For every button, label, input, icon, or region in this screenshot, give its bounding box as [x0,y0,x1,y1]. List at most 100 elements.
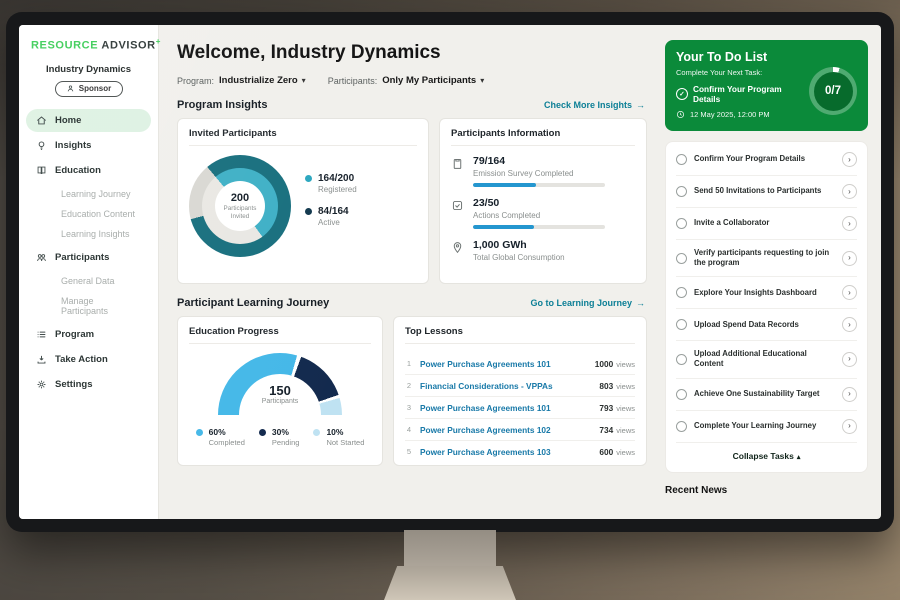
recent-news-heading: Recent News [665,484,728,496]
task-label: Achieve One Sustainability Target [694,388,820,398]
participants-filter[interactable]: Participants: Only My Participants ▾ [328,75,485,86]
info-label: Actions Completed [473,211,541,220]
sidebar-item-program[interactable]: Program [26,323,151,346]
chevron-right-icon[interactable]: › [842,317,857,333]
sidebar-item-label: Home [55,114,82,126]
learning-journey-header: Participant Learning Journey Go to Learn… [177,297,645,309]
brand-secondary: ADVISOR [101,39,156,52]
sidebar-item-home[interactable]: Home [26,108,151,132]
sidebar-item-general-data[interactable]: General Data [26,271,151,291]
sidebar-item-take-action[interactable]: Take Action [26,348,151,371]
program-filter[interactable]: Program: Industrialize Zero ▾ [177,75,306,86]
sidebar-item-label: Participants [55,251,110,263]
sidebar-item-settings[interactable]: Settings [26,373,151,396]
task-label: Invite a Collaborator [694,218,770,228]
task-checkbox[interactable] [676,186,687,197]
chevron-right-icon[interactable]: › [842,184,857,199]
go-to-learning-journey-link[interactable]: Go to Learning Journey → [530,298,645,308]
chevron-right-icon[interactable]: › [842,250,857,266]
todo-next-task[interactable]: ✓ Confirm Your Program Details [676,84,857,104]
sidebar-item-label: Learning Journey [61,188,131,199]
sidebar-item-education-content[interactable]: Education Content [26,204,151,224]
info-value: 1,000 GWh [473,239,527,251]
todo-tasks-card: Confirm Your Program Details › Send 50 I… [665,141,868,473]
task-checkbox[interactable] [676,319,687,331]
chevron-right-icon[interactable]: › [842,285,857,301]
collapse-tasks-button[interactable]: Collapse Tasks ▴ [676,443,857,470]
arrow-right-icon: → [636,298,645,308]
legend-value: 10% [326,427,344,437]
todo-next-time: 12 May 2025, 12:00 PM [676,110,857,119]
sidebar-item-insights[interactable]: Insights [26,134,151,157]
org-name: Industry Dynamics [46,63,131,75]
sidebar-item-label: Insights [55,139,92,151]
task-row-verify-participants[interactable]: Verify participants requesting to join t… [676,240,857,278]
task-checkbox[interactable] [676,388,687,400]
task-checkbox[interactable] [676,287,687,299]
lesson-link[interactable]: Power Purchase Agreements 101 [420,402,551,413]
task-label: Send 50 Invitations to Participants [694,186,822,196]
gauge-center-label: Participants [261,398,299,405]
location-pin-icon [451,241,464,254]
arrow-right-icon: → [636,100,645,110]
lesson-row: 2 Financial Considerations - VPPAs 803 vi… [405,375,635,397]
participants-filter-label: Participants: [327,75,378,86]
participants-filter-value: Only My Participants [382,75,477,86]
task-row-achieve-target[interactable]: Achieve One Sustainability Target › [676,379,857,411]
task-checkbox[interactable] [676,154,687,165]
task-row-upload-educational-content[interactable]: Upload Additional Educational Content › [676,341,857,379]
card-title: Top Lessons [405,326,635,344]
gear-icon [36,379,47,390]
task-row-send-invitations[interactable]: Send 50 Invitations to Participants › [676,176,857,208]
brand-primary: RESOURCE [31,39,99,52]
chevron-right-icon[interactable]: › [842,418,857,434]
lesson-link[interactable]: Power Purchase Agreements 103 [420,446,551,457]
info-value: 23/50 [473,197,500,209]
legend-label: Pending [271,438,300,447]
card-title: Participants Information [451,128,635,146]
task-checkbox[interactable] [676,420,687,432]
lesson-link[interactable]: Power Purchase Agreements 101 [420,358,551,369]
task-row-confirm-program[interactable]: Confirm Your Program Details › [676,144,857,176]
learning-cards-row: Education Progress 150 Participants [177,316,647,466]
sidebar-item-participants[interactable]: Participants [26,246,151,269]
chevron-right-icon[interactable]: › [842,152,857,167]
actions-completed-row: 23/50 Actions Completed [451,197,635,229]
lesson-link[interactable]: Power Purchase Agreements 102 [420,424,551,435]
task-checkbox[interactable] [676,252,687,264]
legend-label: Active [318,218,340,227]
sidebar-item-learning-journey[interactable]: Learning Journey [26,184,151,204]
task-label: Confirm Your Program Details [694,154,806,164]
check-more-insights-link[interactable]: Check More Insights → [544,100,645,110]
chevron-right-icon[interactable]: › [842,216,857,231]
todo-progress-value: 0/7 [825,85,841,97]
page-title: Welcome, Industry Dynamics [177,42,441,63]
lesson-rank: 5 [406,447,412,456]
task-row-complete-learning-journey[interactable]: Complete Your Learning Journey › [676,411,857,443]
check-circle-icon: ✓ [676,88,688,100]
lesson-link[interactable]: Financial Considerations - VPPAs [420,380,553,391]
donut-center-label: Participants Invited [223,204,257,220]
education-legend: 60% Completed 30% Pending [189,427,371,447]
emission-progress-bar [473,183,605,187]
task-row-invite-collaborator[interactable]: Invite a Collaborator › [676,208,857,240]
task-checkbox[interactable] [676,353,687,365]
top-lessons-card: Top Lessons 1 Power Purchase Agreements … [393,316,647,466]
invited-participants-card: Invited Participants 200 Participants In… [177,118,429,284]
task-checkbox[interactable] [676,218,687,229]
pending-dot-icon [258,429,266,436]
info-label: Emission Survey Completed [473,169,574,178]
sidebar-item-learning-insights[interactable]: Learning Insights [26,224,151,244]
todo-next-time-label: 12 May 2025, 12:00 PM [690,110,770,119]
lesson-views: 600 views [599,446,635,457]
sidebar-item-manage-participants[interactable]: Manage Participants [26,291,151,321]
completed-dot-icon [195,429,203,436]
task-row-upload-spend-data[interactable]: Upload Spend Data Records › [676,309,857,342]
chevron-right-icon[interactable]: › [842,386,857,402]
chevron-down-icon: ▾ [480,76,485,85]
chevron-right-icon[interactable]: › [842,351,857,367]
download-action-icon [36,354,47,365]
task-row-explore-insights[interactable]: Explore Your Insights Dashboard › [676,277,857,310]
sidebar-item-education[interactable]: Education [26,159,151,182]
